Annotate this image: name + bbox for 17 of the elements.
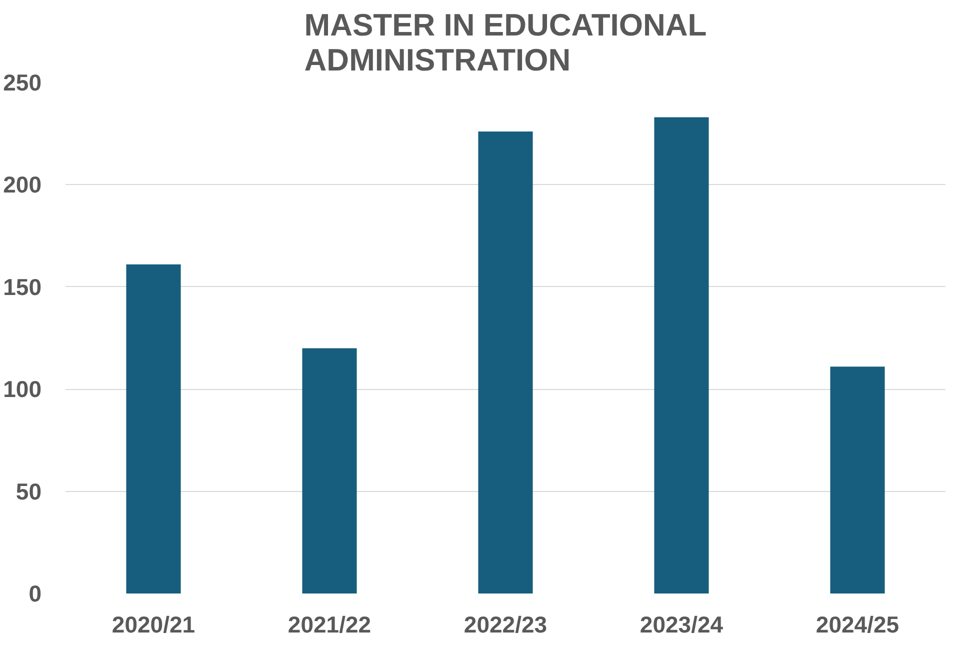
chart-title: MASTER IN EDUCATIONAL ADMINISTRATION [304,8,707,78]
bar [830,366,885,594]
x-tick-label: 2020/21 [112,612,196,638]
y-tick-label: 50 [16,478,42,504]
bar [654,117,709,594]
x-tick-label: 2021/22 [288,612,372,638]
bar [478,132,533,594]
y-tick-label: 150 [3,274,42,300]
y-tick-label: 100 [3,376,42,402]
y-tick-label: 0 [28,580,42,606]
bar [302,348,357,594]
bar [126,264,181,594]
x-tick-label: 2024/25 [816,612,900,638]
y-tick-label: 250 [3,70,42,96]
x-tick-label: 2022/23 [464,612,548,638]
y-tick-label: 200 [3,172,42,198]
x-tick-label: 2023/24 [640,612,724,638]
